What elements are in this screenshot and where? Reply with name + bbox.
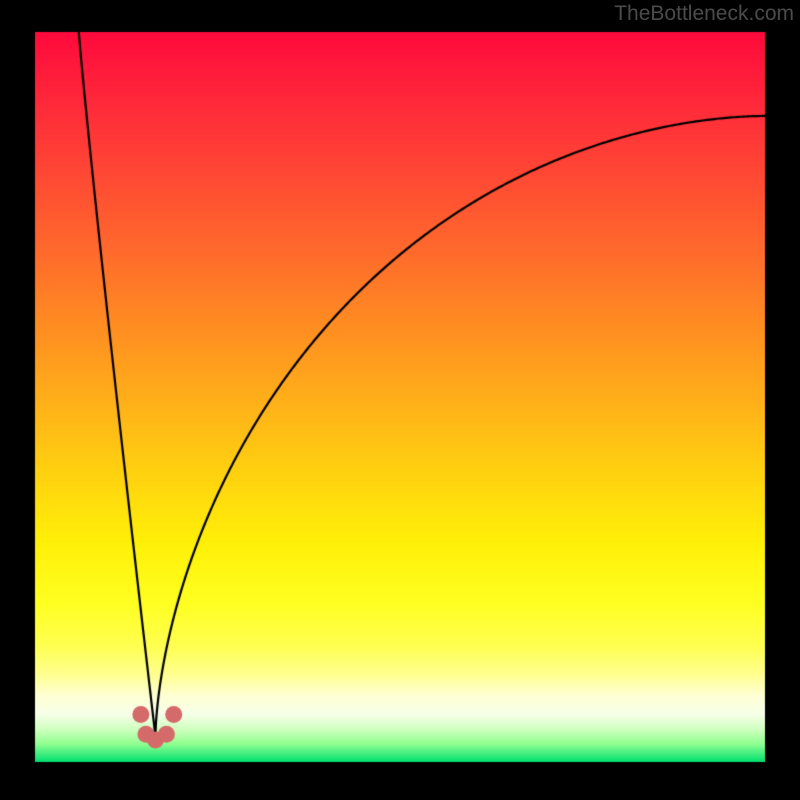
watermark-text: TheBottleneck.com [614, 2, 794, 26]
chart-container: TheBottleneck.com [0, 0, 800, 800]
bottleneck-chart-canvas [0, 0, 800, 800]
